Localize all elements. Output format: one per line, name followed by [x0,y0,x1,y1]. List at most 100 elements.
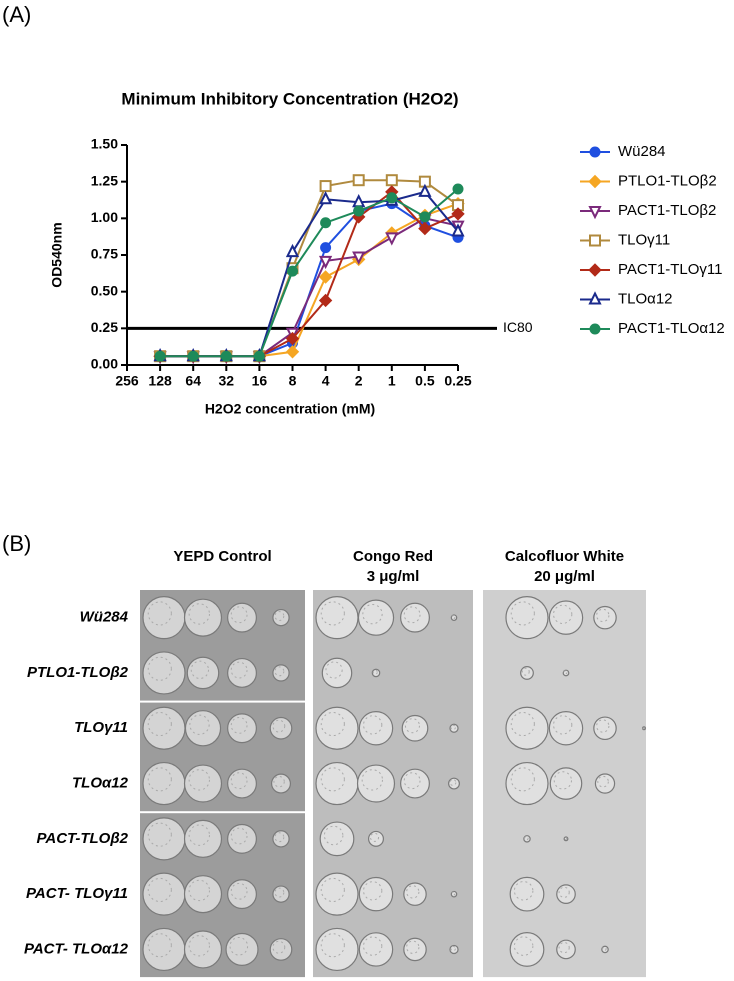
colony-spot [358,876,394,912]
marker [253,350,265,362]
colony-spot [401,714,429,742]
legend-label: PACT1-TLOβ2 [618,202,716,219]
colony-spot [183,598,223,637]
marker [285,243,300,258]
column-title: Congo Red [353,548,433,565]
colony-spot [272,608,290,627]
colony-spot [272,830,290,848]
colony-texture [553,604,573,624]
colony-texture [229,936,249,956]
colony-texture [189,714,210,735]
colony-spot [563,836,569,842]
y-tick-label: 0.00 [91,356,118,372]
series-line [160,217,459,358]
colony-texture [274,832,285,843]
y-tick-label: 0.50 [91,282,118,298]
colony-spot [272,885,290,903]
colony-spot [400,602,430,633]
colony-spot [520,666,534,680]
colony-spot [371,668,381,678]
colony-texture [510,601,535,626]
colony-texture [362,603,383,625]
colony-texture [553,771,572,790]
colony-texture [451,891,456,896]
colony-texture [369,832,380,842]
marker [318,270,333,284]
column-title: Calcofluor White [505,548,624,565]
colony-spot [315,927,359,972]
colony-spot [270,773,292,794]
marker [352,251,366,265]
x-tick-label: 64 [185,373,201,389]
colony-spot [403,937,427,962]
colony-spot [449,723,459,733]
colony-texture [188,879,210,902]
colony-texture [642,726,645,730]
colony-spot [183,875,223,914]
colony-spot [321,657,353,689]
y-axis-label: OD540nm [49,222,65,287]
marker [287,265,298,277]
colony-texture [147,877,172,903]
colony-spot [272,664,290,682]
x-tick-label: 4 [322,373,330,389]
series-line [160,190,459,358]
colony-texture [558,942,570,954]
y-tick-label: 1.50 [91,136,118,152]
colony-texture [513,936,534,956]
reference-label: IC80 [503,319,533,335]
y-tick-label: 0.75 [91,246,118,262]
colony-spot [183,819,223,858]
row-label: PACT- TLOα12 [24,940,129,957]
colony-texture [147,933,172,958]
row-label: TLOα12 [72,775,129,792]
colony-spot [509,876,545,912]
x-tick-label: 128 [148,373,172,389]
marker [452,183,464,195]
colony-texture [274,666,285,677]
colony-texture [274,887,285,898]
panel-label: (B) [2,531,31,556]
legend-marker [589,323,601,335]
marker [318,255,333,270]
marker [320,242,332,254]
legend-marker [589,146,601,158]
colony-spot [269,716,293,740]
colony-texture [553,715,573,735]
y-tick-label: 1.25 [91,172,118,188]
colony-texture [230,661,248,679]
colony-spot [548,600,584,635]
marker [385,232,399,246]
x-tick-label: 2 [355,373,363,389]
colony-texture [190,660,209,679]
colony-texture [230,772,248,790]
colony-texture [147,822,172,847]
colony-spot [403,882,427,906]
colony-texture [403,606,421,624]
colony-texture [273,775,285,788]
x-axis-label: H2O2 concentration (mM) [205,401,375,417]
row-label: PACT- TLOγ11 [26,885,128,902]
colony-texture [188,603,210,625]
marker [418,183,432,197]
row-label: TLOγ11 [74,719,128,736]
colony-spot [505,596,549,640]
colony-texture [230,716,248,734]
marker [319,180,332,193]
marker [418,221,432,236]
colony-texture [513,881,534,901]
x-tick-label: 16 [252,373,268,389]
colony-texture [406,885,420,899]
colony-texture [272,940,286,954]
marker [352,193,366,208]
colony-texture [320,767,345,792]
marker [451,207,465,221]
colony-texture [147,656,172,681]
marker [285,345,300,359]
colony-spot [549,767,583,800]
marker [352,174,365,187]
colony-texture [403,772,421,790]
colony-spot [227,768,257,799]
colony-texture [563,670,568,675]
